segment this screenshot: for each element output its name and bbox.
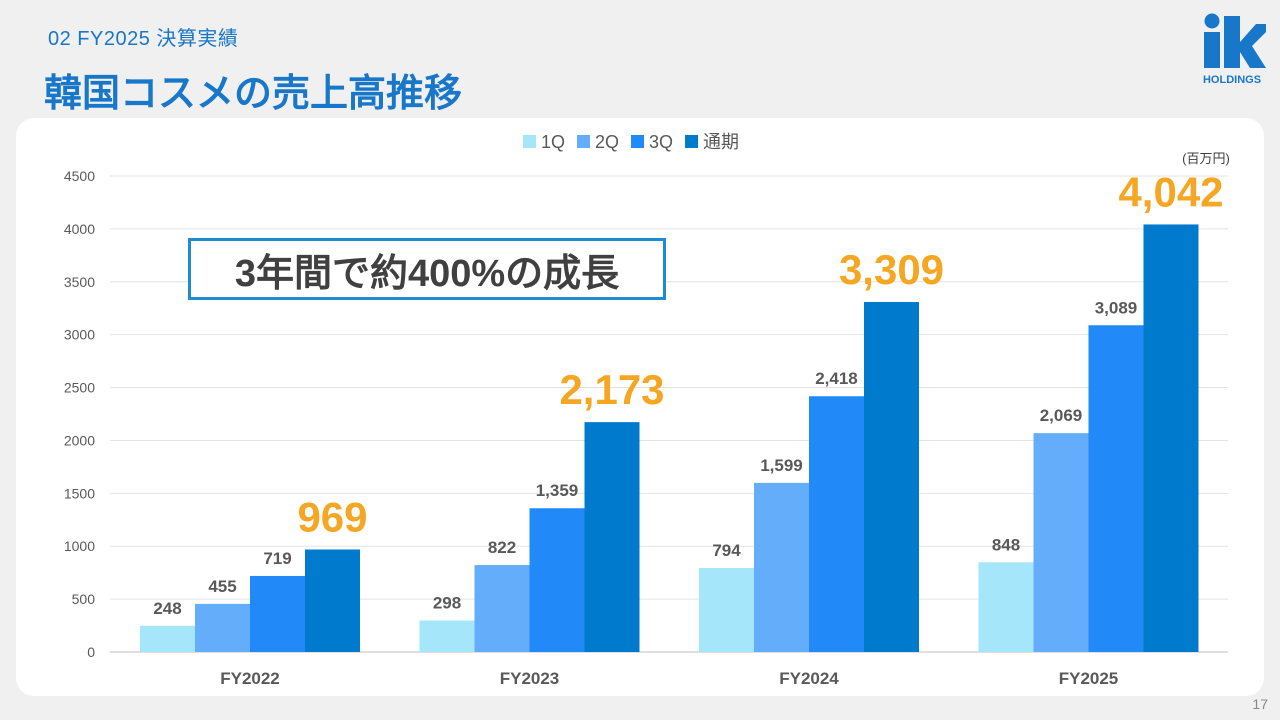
y-tick-label: 3500 [64, 274, 95, 290]
legend: 1Q 2Q 3Q 通期 [523, 132, 739, 152]
bar-3Q-FY2022 [250, 575, 305, 652]
data-labels: 248 455 719 969 298 822 1,359 2,173 794 1,599 2,41… [153, 168, 1223, 617]
growth-callout: 3年間で約400%の成長 [188, 238, 666, 300]
x-tick-label: FY2023 [500, 669, 560, 688]
bar-3Q-FY2025 [1088, 325, 1144, 652]
legend-label: 1Q [541, 132, 565, 152]
data-label: 298 [433, 593, 461, 612]
y-tick-label: 1000 [64, 538, 95, 554]
y-axis-ticks: 0 500 1000 1500 2000 2500 3000 3500 4000 4500 [64, 168, 95, 660]
legend-swatch [631, 135, 645, 148]
bar-通期-FY2022 [305, 549, 360, 652]
total-data-label: 2,173 [559, 366, 664, 413]
data-label: 2,069 [1040, 406, 1083, 425]
data-label: 2,418 [815, 369, 858, 388]
data-label: 719 [263, 549, 291, 568]
bar-通期-FY2024 [864, 301, 919, 652]
legend-swatch [685, 135, 699, 148]
bar-2Q-FY2022 [195, 603, 250, 652]
total-data-label: 4,042 [1118, 168, 1223, 215]
bar-2Q-FY2023 [474, 565, 530, 652]
unit-label: (百万円) [1182, 151, 1230, 166]
section-label: 02 FY2025 決算実績 [48, 28, 239, 50]
page-number: 17 [1252, 696, 1268, 712]
logo-subtext: HOLDINGS [1203, 74, 1261, 86]
data-label: 848 [992, 535, 1020, 554]
bar-1Q-FY2023 [419, 620, 475, 652]
y-tick-label: 4500 [64, 168, 95, 184]
bars [140, 224, 1199, 652]
y-tick-label: 500 [72, 591, 96, 607]
bar-1Q-FY2025 [978, 562, 1034, 652]
bar-2Q-FY2024 [754, 482, 809, 652]
y-tick-label: 4000 [64, 221, 95, 237]
y-tick-label: 1500 [64, 485, 95, 501]
bar-1Q-FY2022 [140, 625, 195, 652]
data-label: 794 [712, 541, 741, 560]
data-label: 1,599 [760, 456, 803, 475]
data-label: 3,089 [1095, 298, 1138, 317]
y-tick-label: 2500 [64, 380, 95, 396]
bar-1Q-FY2024 [699, 568, 754, 652]
bar-2Q-FY2025 [1033, 433, 1089, 652]
y-tick-label: 3000 [64, 327, 95, 343]
legend-label: 通期 [703, 132, 739, 152]
x-tick-label: FY2025 [1059, 669, 1119, 688]
legend-swatch [523, 135, 536, 148]
legend-swatch [577, 135, 591, 148]
data-label: 248 [153, 599, 181, 618]
total-data-label: 969 [297, 494, 367, 541]
x-tick-label: FY2022 [220, 669, 280, 688]
bar-通期-FY2025 [1143, 224, 1199, 652]
y-tick-label: 2000 [64, 432, 95, 448]
data-label: 1,359 [536, 481, 579, 500]
y-tick-label: 0 [87, 644, 95, 660]
total-data-label: 3,309 [839, 246, 944, 293]
company-logo: HOLDINGS [1203, 13, 1266, 86]
page-title: 韓国コスメの売上高推移 [44, 73, 463, 115]
bar-3Q-FY2023 [529, 508, 585, 652]
x-tick-label: FY2024 [779, 669, 839, 688]
data-label: 455 [208, 577, 236, 596]
legend-label: 3Q [649, 132, 673, 152]
bar-通期-FY2023 [584, 422, 640, 652]
x-axis-ticks: FY2022 FY2023 FY2024 FY2025 [220, 669, 1118, 688]
bar-3Q-FY2024 [809, 396, 864, 652]
data-label: 822 [488, 538, 516, 557]
legend-label: 2Q [595, 132, 619, 152]
